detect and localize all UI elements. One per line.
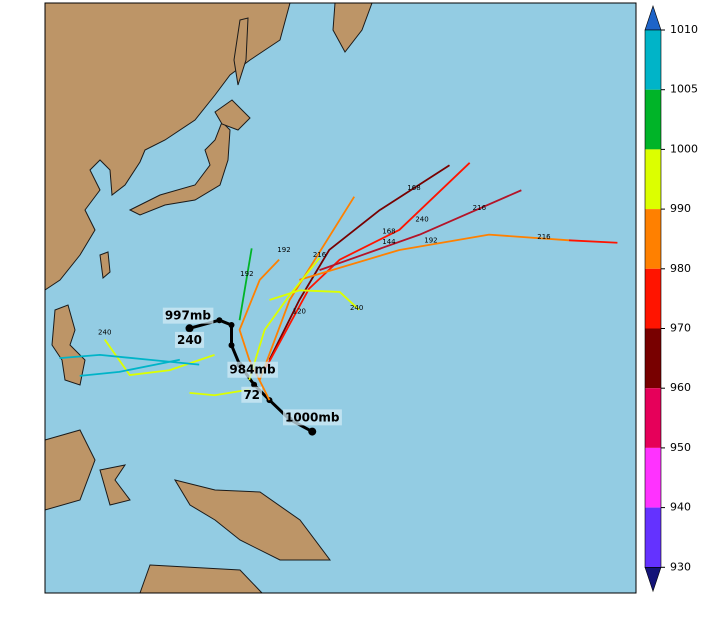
label-box	[174, 331, 205, 348]
colorbar-segment	[645, 30, 661, 90]
track	[299, 233, 570, 281]
colorbar-segment	[645, 149, 661, 210]
track	[268, 164, 450, 361]
map-frame	[44, 2, 637, 594]
colorbar-label: 950	[670, 441, 691, 454]
hour-label: 192	[424, 236, 437, 244]
colorbar-label: 930	[670, 560, 691, 573]
colorbar-segment	[645, 328, 661, 389]
colorbar-label: 960	[670, 381, 691, 394]
track-point	[228, 342, 235, 349]
sakhalin	[233, 17, 249, 86]
hour-label: 120	[293, 307, 306, 315]
colorbar-segment	[645, 507, 661, 568]
track-point	[251, 381, 258, 388]
hour-label: 192	[277, 246, 290, 254]
hour-label: 240	[350, 304, 363, 312]
track	[258, 196, 355, 381]
colorbar-over	[644, 5, 662, 31]
track	[319, 189, 522, 272]
hour-label: 240	[98, 328, 111, 336]
hour-label: 144	[382, 238, 396, 246]
track-point	[185, 324, 194, 333]
label-box	[282, 409, 342, 426]
colorbar-label: 940	[670, 501, 691, 514]
colorbar-segment	[645, 209, 661, 269]
hour-label: 168	[382, 227, 395, 235]
colorbar-label: 970	[670, 322, 691, 335]
track	[59, 354, 200, 366]
track	[263, 162, 471, 371]
labels: 240 216 168 216 192 216 240 240 120 192 192 168 144 9…	[98, 184, 551, 426]
tracks	[59, 162, 618, 436]
sulawesi	[99, 464, 131, 506]
colorbar-segment	[645, 447, 661, 508]
label-box	[227, 361, 278, 378]
hour-label: 168	[407, 184, 420, 192]
hour-label: 216	[313, 251, 327, 259]
track	[269, 289, 360, 311]
colorbar-segment	[645, 89, 661, 150]
colorbar-label: 1005	[670, 83, 698, 96]
hour-label: 240	[415, 215, 428, 223]
colorbar-label: 980	[670, 262, 691, 275]
colorbar-segment	[645, 388, 661, 448]
track	[189, 388, 250, 397]
colorbar: 1010 1005 1000 990 980 970 960 950 940 930	[644, 5, 698, 593]
colorbar-segment	[645, 268, 661, 329]
hour-label: 192	[240, 270, 253, 278]
pressure-label: 984mb	[229, 363, 276, 377]
colorbar-frame	[644, 29, 662, 568]
hour-label: 216	[473, 204, 487, 212]
hokkaido	[214, 99, 251, 131]
track-point	[216, 317, 223, 324]
track-point	[308, 427, 317, 436]
land	[44, 2, 373, 594]
pressure-label: 72	[243, 388, 260, 402]
pressure-label: 240	[177, 333, 202, 347]
track	[248, 257, 321, 381]
colorbar-label: 1000	[670, 142, 698, 155]
colorbar-under	[644, 566, 662, 593]
hour-label: 216	[537, 233, 551, 241]
pressure-label: 1000mb	[285, 410, 340, 424]
track-point	[228, 322, 235, 329]
new-guinea	[173, 479, 331, 561]
track	[79, 358, 181, 377]
label-box	[162, 307, 214, 324]
track	[568, 239, 618, 244]
colorbar-label: 1010	[670, 23, 698, 36]
taiwan	[99, 251, 111, 279]
label-box	[241, 386, 263, 403]
colorbar-label: 990	[670, 202, 691, 215]
track	[238, 248, 253, 321]
pressure-label: 997mb	[165, 309, 212, 323]
philippines	[51, 304, 86, 386]
